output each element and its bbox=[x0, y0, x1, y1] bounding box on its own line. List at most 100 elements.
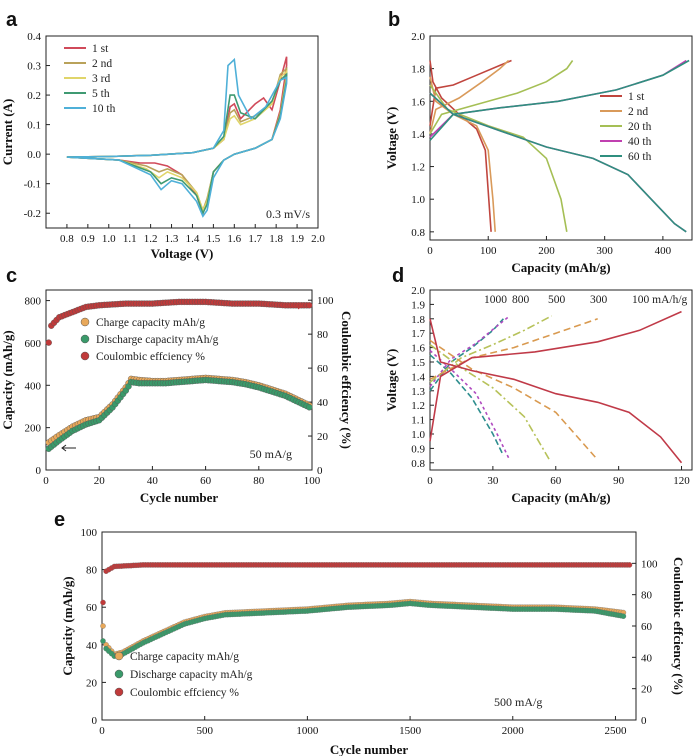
y-tick-label: 0.2 bbox=[27, 90, 41, 102]
y-tick-label: 600 bbox=[25, 338, 42, 350]
y-axis-title: Voltage (V) bbox=[384, 349, 399, 412]
y-tick-label: 1.8 bbox=[411, 314, 425, 326]
y-axis-title: Voltage (V) bbox=[384, 107, 399, 170]
x-tick-label: 1.7 bbox=[248, 233, 262, 245]
charge-curve bbox=[429, 59, 510, 135]
legend-entry: 2 nd bbox=[92, 58, 112, 70]
x-tick-label: 200 bbox=[538, 245, 555, 257]
x-tick-label: 300 bbox=[596, 245, 613, 257]
x-axis-title: Capacity (mAh/g) bbox=[511, 260, 610, 275]
y2-axis-title: Coulombic effciency (%) bbox=[671, 557, 686, 695]
plot-frame bbox=[429, 35, 693, 241]
y-tick-label: 800 bbox=[25, 296, 42, 308]
y-tick-label: 1.0 bbox=[411, 429, 425, 441]
legend-marker bbox=[114, 651, 124, 661]
panel-c-axes: 0 20 40 60 80 1000200400600800020406080100Cyc… bbox=[0, 289, 354, 505]
x-tick-label: 1.2 bbox=[144, 233, 158, 245]
charge-curve bbox=[429, 60, 574, 135]
x-tick-label: 60 bbox=[550, 475, 562, 487]
rate-label: 800 bbox=[512, 294, 530, 306]
x-axis-title: Cycle number bbox=[140, 490, 219, 505]
discharge-curve bbox=[429, 339, 599, 461]
discharge-curve bbox=[429, 354, 505, 456]
y-axis-title: Capacity (mAh/g) bbox=[60, 576, 75, 675]
legend-entry: 2 nd bbox=[628, 106, 648, 118]
x-tick-label: 1.1 bbox=[123, 233, 137, 245]
legend-entry: Coulombic effciency % bbox=[130, 687, 239, 699]
x-tick-label: 2.0 bbox=[311, 233, 325, 245]
x-axis-title: Cycle number bbox=[330, 742, 409, 756]
data-point bbox=[620, 613, 627, 619]
y2-tick-label: 100 bbox=[641, 558, 658, 570]
y-tick-label: 1.7 bbox=[411, 328, 425, 340]
discharge-curve bbox=[429, 92, 687, 233]
y-tick-label: 2.0 bbox=[411, 31, 425, 43]
rate-annotation: 500 mA/g bbox=[494, 695, 542, 709]
panel-e-axes: 0 500 1000 1500 2000 250002040608010002040608… bbox=[60, 527, 686, 756]
discharge-curve bbox=[429, 318, 683, 464]
y-tick-label: 0.4 bbox=[27, 31, 41, 43]
y2-tick-label: 0 bbox=[641, 715, 647, 727]
panel-d-axes: 0 30 60 90 120 0.8 0.9 1.0 1.1 1.2 1.3 1.4 1.5 1.6 1.7… bbox=[384, 285, 693, 505]
x-tick-label: 1500 bbox=[399, 725, 422, 737]
discharge-curve bbox=[429, 60, 492, 232]
y2-axis-title: Coulombic effciency (%) bbox=[339, 311, 354, 449]
legend-entry: 3 rd bbox=[92, 73, 110, 85]
x-tick-label: 0 bbox=[427, 245, 433, 257]
y-tick-label: -0.1 bbox=[24, 179, 41, 191]
x-tick-label: 1.4 bbox=[186, 233, 200, 245]
rate-label: 500 bbox=[548, 294, 566, 306]
y2-tick-label: 40 bbox=[317, 397, 329, 409]
x-tick-label: 1.6 bbox=[227, 233, 241, 245]
rate-label: 300 bbox=[590, 294, 608, 306]
x-tick-label: 1000 bbox=[296, 725, 319, 737]
left-axis-arrow bbox=[61, 444, 76, 452]
y-tick-label: 0.9 bbox=[411, 443, 425, 455]
x-tick-label: 0 bbox=[99, 725, 105, 737]
y-tick-label: 200 bbox=[25, 423, 42, 435]
y-tick-label: 1.4 bbox=[411, 129, 425, 141]
x-tick-label: 2500 bbox=[604, 725, 627, 737]
x-tick-label: 1.8 bbox=[269, 233, 283, 245]
y2-tick-label: 60 bbox=[317, 363, 329, 375]
x-tick-label: 20 bbox=[94, 475, 106, 487]
rate-label: 100 mA/h/g bbox=[632, 294, 688, 306]
y-tick-label: 60 bbox=[86, 602, 98, 614]
y-tick-label: 2.0 bbox=[411, 285, 425, 297]
x-tick-label: 90 bbox=[613, 475, 625, 487]
x-tick-label: 1.9 bbox=[290, 233, 304, 245]
charge-curve bbox=[429, 310, 682, 442]
data-point bbox=[100, 638, 106, 644]
legend-entry: 10 th bbox=[92, 103, 116, 115]
y-tick-label: 0.8 bbox=[411, 227, 425, 239]
y-tick-label: 0.8 bbox=[411, 458, 425, 470]
y-tick-label: 20 bbox=[86, 677, 98, 689]
y-tick-label: 1.8 bbox=[411, 64, 425, 76]
y-tick-label: 1.6 bbox=[411, 343, 425, 355]
legend-marker bbox=[80, 334, 90, 344]
legend-entry: Discharge capacity mAh/g bbox=[130, 669, 253, 681]
y-tick-label: 100 bbox=[81, 527, 98, 539]
plot-frame bbox=[45, 35, 319, 229]
legend-entry: 20 th bbox=[628, 121, 652, 133]
y-tick-label: 1.5 bbox=[411, 357, 425, 369]
y2-tick-label: 0 bbox=[317, 465, 323, 477]
legend-entry: 1 st bbox=[92, 43, 109, 55]
scan-rate-annotation: 0.3 mV/s bbox=[266, 207, 310, 221]
panel-letter-b: b bbox=[388, 9, 400, 31]
x-tick-label: 500 bbox=[196, 725, 213, 737]
y-tick-label: 0.0 bbox=[27, 149, 41, 161]
x-tick-label: 2000 bbox=[502, 725, 525, 737]
legend-marker bbox=[80, 351, 90, 361]
plot-frame bbox=[45, 289, 313, 471]
panel-letter-c: c bbox=[6, 265, 17, 287]
legend-entry: 40 th bbox=[628, 136, 652, 148]
x-tick-label: 100 bbox=[304, 475, 321, 487]
y-tick-label: 1.2 bbox=[411, 400, 425, 412]
y-tick-label: 0.1 bbox=[27, 120, 41, 132]
y-tick-label: 1.4 bbox=[411, 371, 425, 383]
x-tick-label: 1.0 bbox=[102, 233, 116, 245]
y-tick-label: 0 bbox=[92, 715, 98, 727]
discharge-curve bbox=[429, 76, 496, 232]
